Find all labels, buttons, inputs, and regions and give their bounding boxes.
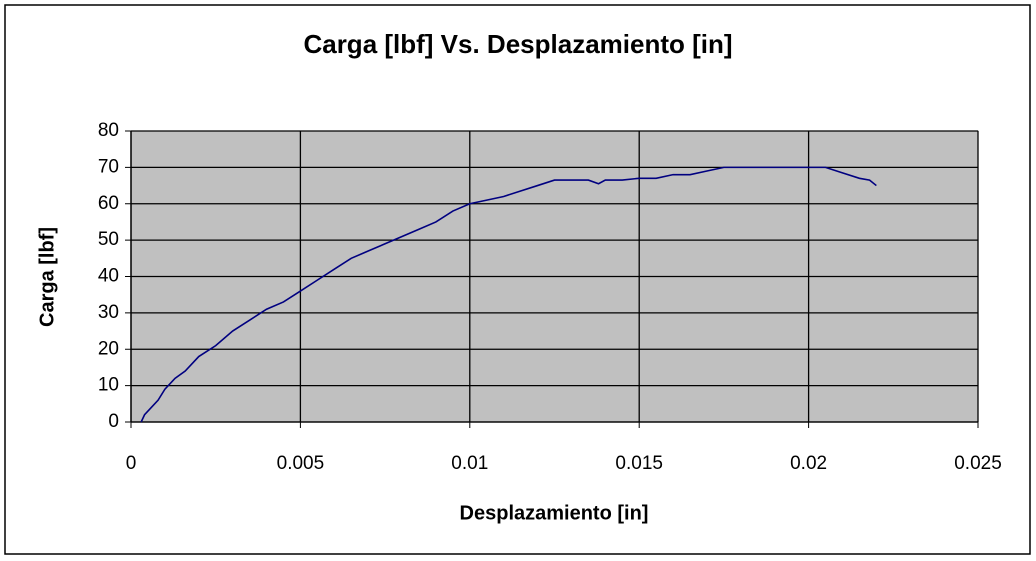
y-axis-title: Carga [lbf] [36,227,58,327]
x-tick-label: 0.025 [954,453,1002,474]
y-tick-label: 0 [108,411,119,432]
data-line [140,166,877,423]
y-tick-label: 20 [98,338,119,359]
x-axis-title: Desplazamiento [in] [460,502,649,524]
y-tick-label: 70 [98,156,119,177]
chart-title: Carga [lbf] Vs. Desplazamiento [in] [303,29,732,59]
x-tick-label: 0.015 [615,453,663,474]
y-tick-label: 60 [98,193,119,214]
x-tick-label: 0.005 [277,453,325,474]
x-tick-label: 0 [126,453,137,474]
y-tick-label: 80 [98,120,119,141]
x-tick-label: 0.02 [790,453,827,474]
y-tick-label: 10 [98,375,119,396]
y-tick-label: 30 [98,302,119,323]
y-tick-label: 40 [98,266,119,287]
x-tick-label: 0.01 [451,453,488,474]
y-tick-label: 50 [98,229,119,250]
